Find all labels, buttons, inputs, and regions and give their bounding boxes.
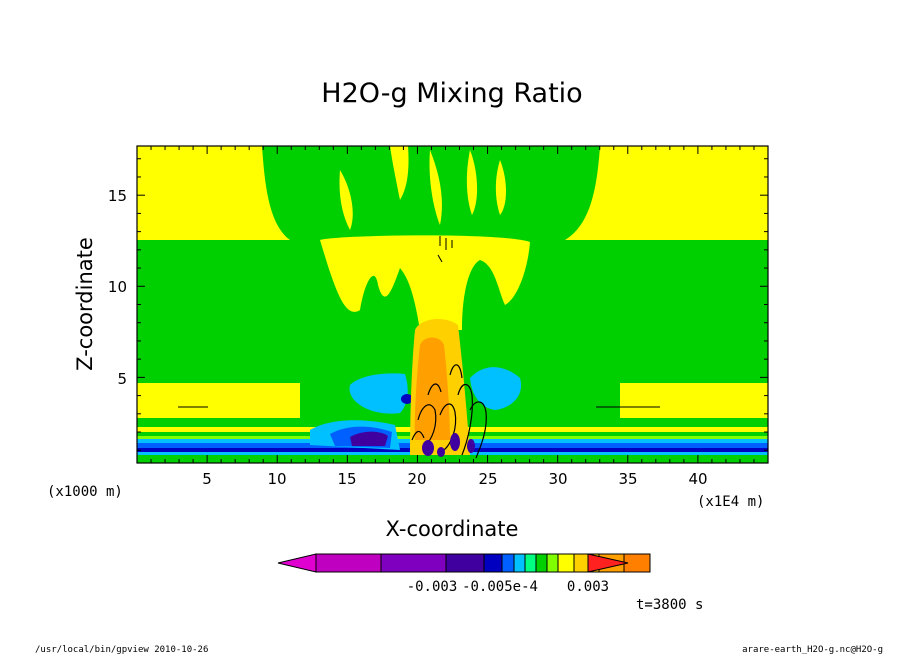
y-tick-label: 5: [117, 370, 127, 388]
cyan-plume-right: [470, 367, 522, 410]
turbulent-dark-blobs: [422, 433, 475, 457]
y-tick-label: 15: [108, 187, 127, 205]
colorbar-segment: [380, 553, 447, 573]
x-multiplier-label: (x1E4 m): [697, 494, 764, 510]
y-axis-label: Z-coordinate: [73, 237, 97, 371]
colorbar-segment: [483, 553, 503, 573]
colorbar: [277, 553, 651, 573]
x-tick-label: 15: [337, 470, 356, 488]
x-tick-label: 35: [618, 470, 637, 488]
x-tick-label: 10: [267, 470, 286, 488]
footer-right: arare-earth_H2O-g.nc@H2O-g: [742, 645, 883, 654]
colorbar-label: -0.005e-4: [462, 579, 538, 595]
x-tick-label: 25: [478, 470, 497, 488]
colorbar-label: -0.003: [407, 579, 458, 595]
colorbar-segments: [315, 553, 651, 573]
colorbar-segment: [524, 553, 537, 573]
chart-title: H2O-g Mixing Ratio: [321, 78, 582, 109]
anvil: [320, 235, 530, 330]
time-label: t=3800 s: [636, 597, 703, 613]
x-unit-label: (x1000 m): [47, 484, 123, 500]
colorbar-segment: [546, 553, 559, 573]
x-tick-label: 5: [202, 470, 212, 488]
colorbar-segment: [513, 553, 526, 573]
colorbar-segment: [535, 553, 548, 573]
turbulent-contours: [411, 364, 487, 459]
colorbar-right-arrow: [587, 553, 629, 573]
tower-orange-core: [414, 337, 450, 440]
cyan-plume-left: [349, 373, 408, 414]
blue-blob: [401, 394, 413, 404]
colorbar-left-arrow: [277, 553, 317, 573]
y-tick-label: 10: [108, 278, 127, 296]
colorbar-segment: [315, 553, 382, 573]
colorbar-segment: [501, 553, 515, 573]
footer-left: /usr/local/bin/gpview 2010-10-26: [35, 645, 208, 654]
colorbar-segment: [557, 553, 575, 573]
x-tick-label: 20: [407, 470, 426, 488]
contour-field: [137, 146, 768, 463]
small-tick-marks: [178, 236, 660, 408]
x-tick-label: 40: [688, 470, 707, 488]
y-tick-marks: [137, 158, 768, 451]
colorbar-label: 0.003: [567, 579, 609, 595]
x-axis-label: X-coordinate: [386, 517, 519, 541]
x-tick-marks: [150, 146, 755, 463]
upper-right-yellow: [565, 146, 768, 240]
colorbar-segment: [445, 553, 485, 573]
lower-band-green3: [137, 455, 768, 463]
upper-streaks: [339, 146, 506, 230]
x-tick-label: 30: [548, 470, 567, 488]
upper-left-yellow: [137, 146, 290, 240]
purple-low-left: [350, 431, 388, 446]
